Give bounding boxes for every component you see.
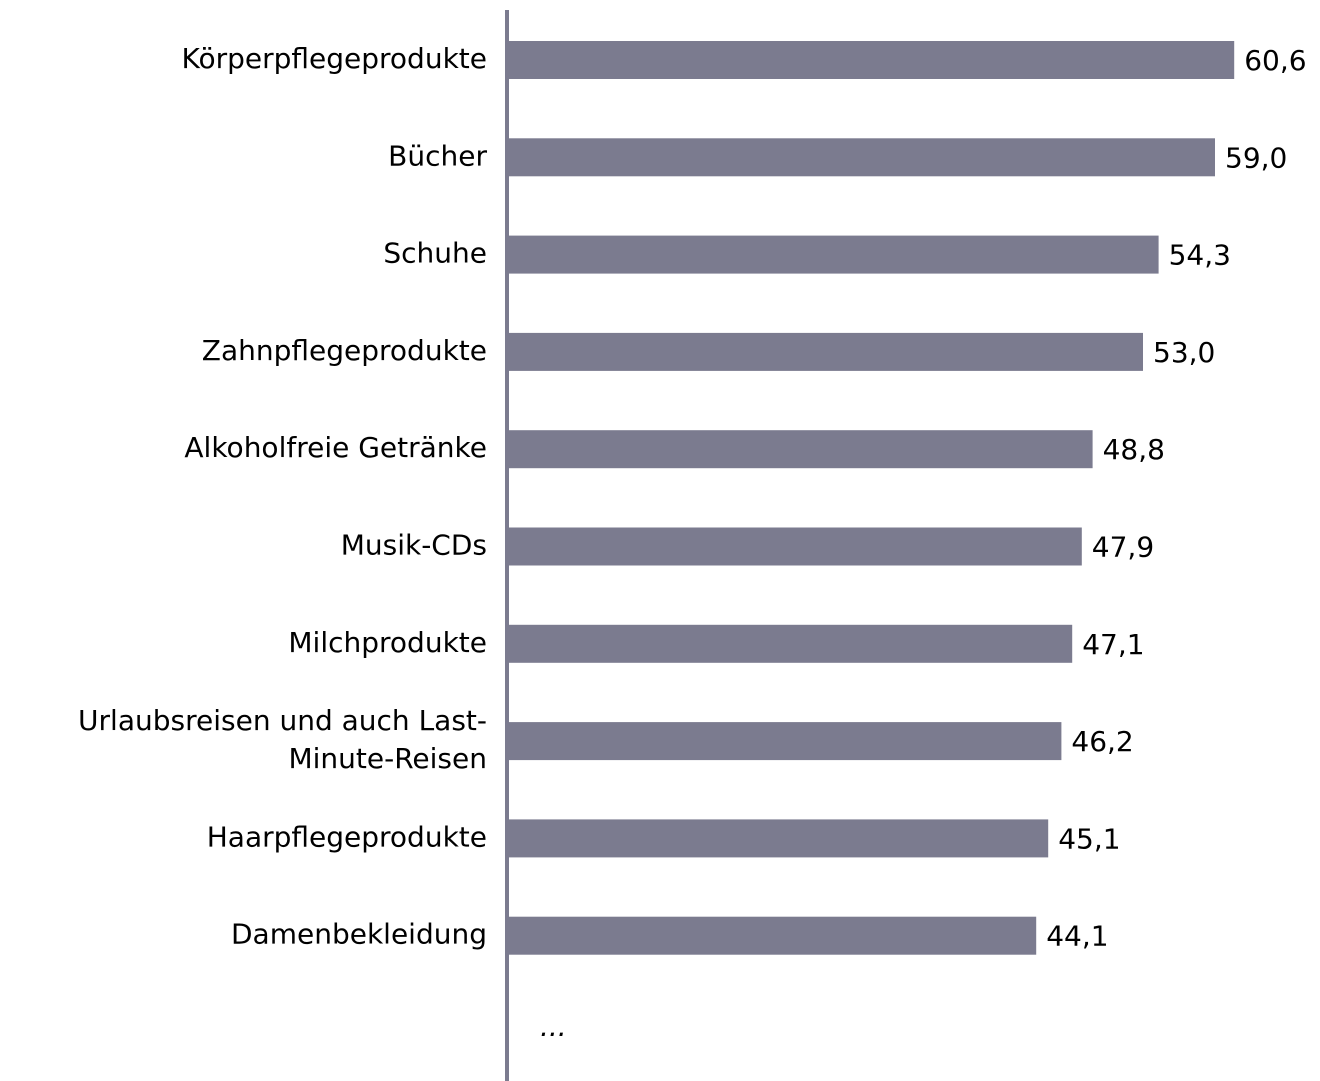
category-label: Bücher [388,139,487,172]
bar [507,624,1073,663]
category-label: Urlaubsreisen und auch Last-Minute-Reise… [78,704,487,775]
value-label: 44,1 [1046,920,1108,953]
bar [507,722,1062,761]
category-label: Damenbekleidung [231,918,487,951]
category-label: Schuhe [383,237,487,270]
category-label: Körperpflegeprodukte [182,42,488,75]
category-label: Haarpflegeprodukte [207,820,487,853]
value-label: 59,0 [1225,141,1287,174]
bar [507,916,1037,955]
annotation: ... [540,1010,567,1043]
value-label: 46,2 [1071,725,1133,758]
bar [507,819,1049,858]
category-label: Musik-CDs [341,529,487,562]
value-label: 60,6 [1244,44,1306,77]
value-label: 47,9 [1092,531,1154,564]
bar [507,527,1082,566]
value-label: 45,1 [1058,822,1120,855]
value-label: 54,3 [1169,239,1231,272]
value-label: 48,8 [1103,433,1165,466]
value-label: 47,1 [1082,628,1144,661]
value-label: 53,0 [1153,336,1215,369]
bar [507,138,1215,177]
bar [507,430,1093,469]
category-label: Milchprodukte [288,626,487,659]
category-label: Alkoholfreie Getränke [184,431,487,464]
bar [507,235,1159,274]
bar [507,41,1235,79]
bar [507,332,1143,371]
category-label: Zahnpflegeprodukte [202,334,487,367]
